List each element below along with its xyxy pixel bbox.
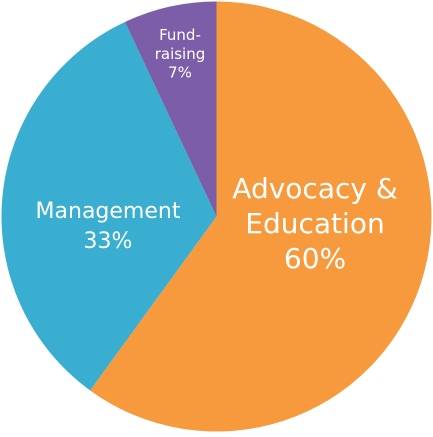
slice-value: 7% (168, 64, 192, 82)
slice-label: Fund-raising (155, 26, 206, 63)
pie-slice (1, 21, 217, 391)
slice-label: Management (36, 199, 181, 224)
pie-slice (90, 1, 432, 432)
pie-slice (124, 1, 217, 217)
slice-label: Advocacy & Education (232, 172, 397, 240)
slice-value: 60% (284, 242, 346, 275)
slice-value: 33% (84, 229, 133, 254)
